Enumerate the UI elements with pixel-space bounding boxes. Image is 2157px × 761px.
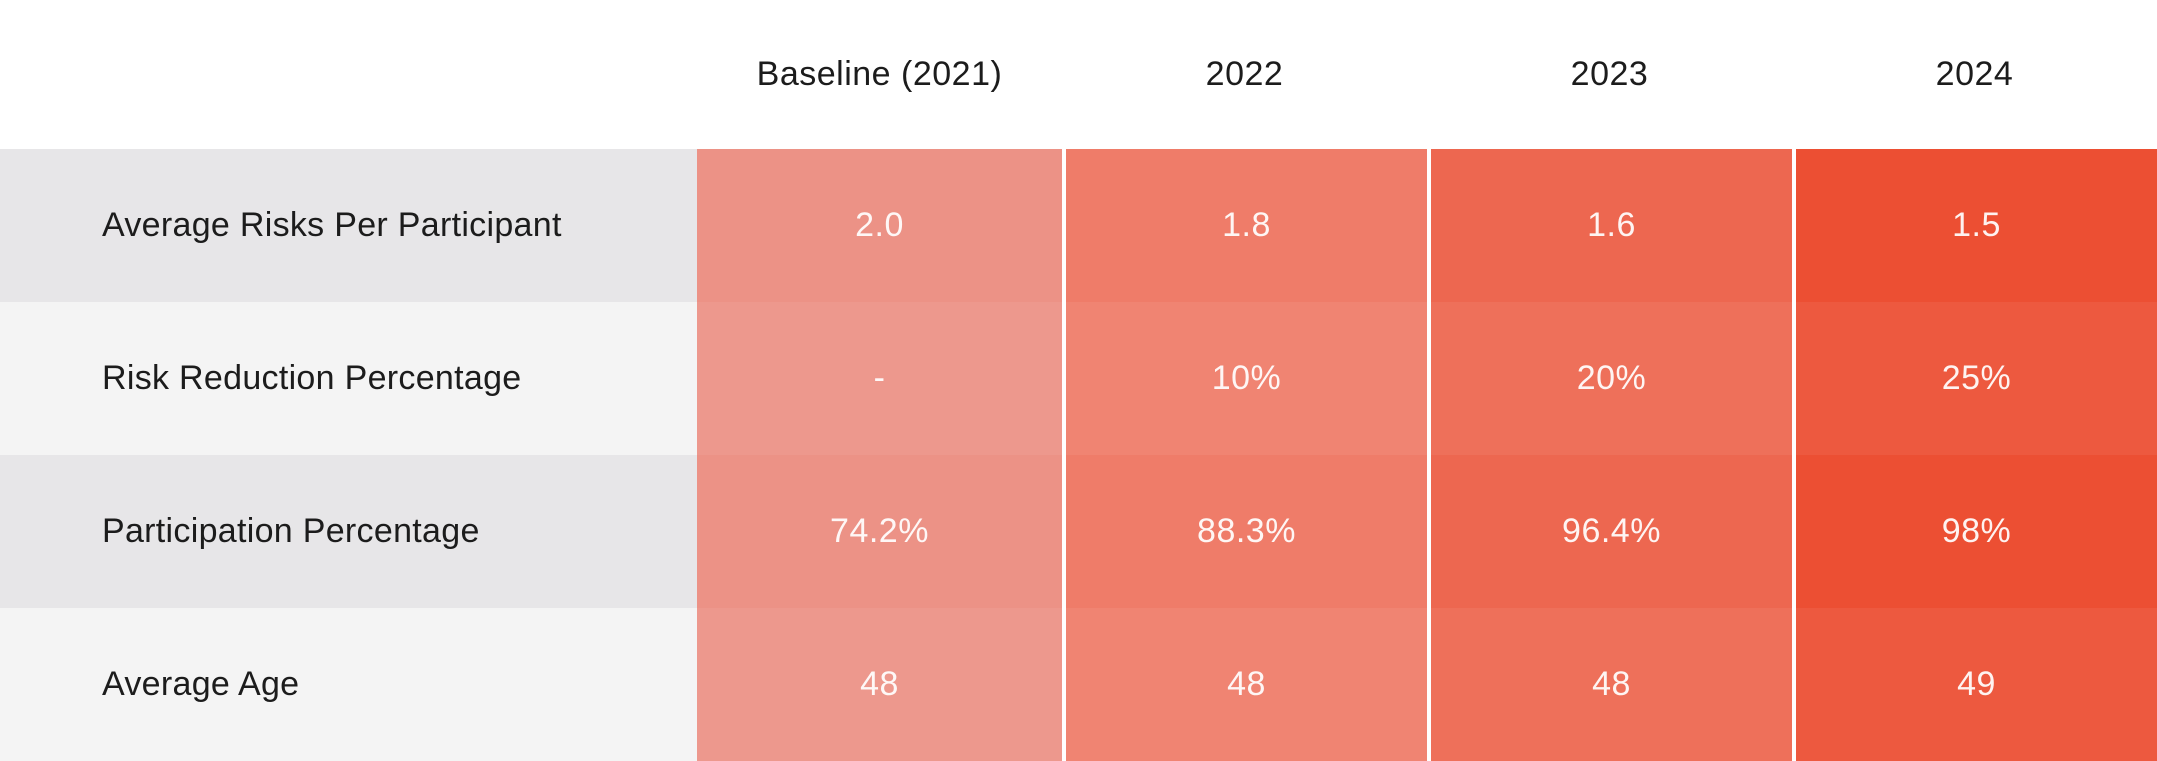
- table-cell: 48: [1062, 608, 1427, 761]
- table-row: Risk Reduction Percentage - 10% 20% 25%: [0, 302, 2157, 455]
- corner-cell: [0, 0, 697, 149]
- table-row: Average Risks Per Participant 2.0 1.8 1.…: [0, 149, 2157, 302]
- table-cell: 20%: [1427, 302, 1792, 455]
- table-cell: 98%: [1792, 455, 2157, 608]
- table-cell: 25%: [1792, 302, 2157, 455]
- row-label: Average Age: [0, 608, 697, 761]
- table-cell: 74.2%: [697, 455, 1062, 608]
- column-header-baseline-2021: Baseline (2021): [697, 0, 1062, 149]
- column-header-2023: 2023: [1427, 0, 1792, 149]
- table-row: Participation Percentage 74.2% 88.3% 96.…: [0, 455, 2157, 608]
- table-cell: 88.3%: [1062, 455, 1427, 608]
- table-row: Average Age 48 48 48 49: [0, 608, 2157, 761]
- column-header-2024: 2024: [1792, 0, 2157, 149]
- table-cell: 1.8: [1062, 149, 1427, 302]
- table-cell: 49: [1792, 608, 2157, 761]
- row-label: Risk Reduction Percentage: [0, 302, 697, 455]
- table-cell: 2.0: [697, 149, 1062, 302]
- table-cell: 48: [1427, 608, 1792, 761]
- table-cell: 96.4%: [1427, 455, 1792, 608]
- table-cell: 1.5: [1792, 149, 2157, 302]
- column-header-2022: 2022: [1062, 0, 1427, 149]
- row-label: Average Risks Per Participant: [0, 149, 697, 302]
- table-cell: -: [697, 302, 1062, 455]
- header-row: Baseline (2021) 2022 2023 2024: [0, 0, 2157, 149]
- row-label: Participation Percentage: [0, 455, 697, 608]
- table-cell: 1.6: [1427, 149, 1792, 302]
- table-cell: 10%: [1062, 302, 1427, 455]
- table-cell: 48: [697, 608, 1062, 761]
